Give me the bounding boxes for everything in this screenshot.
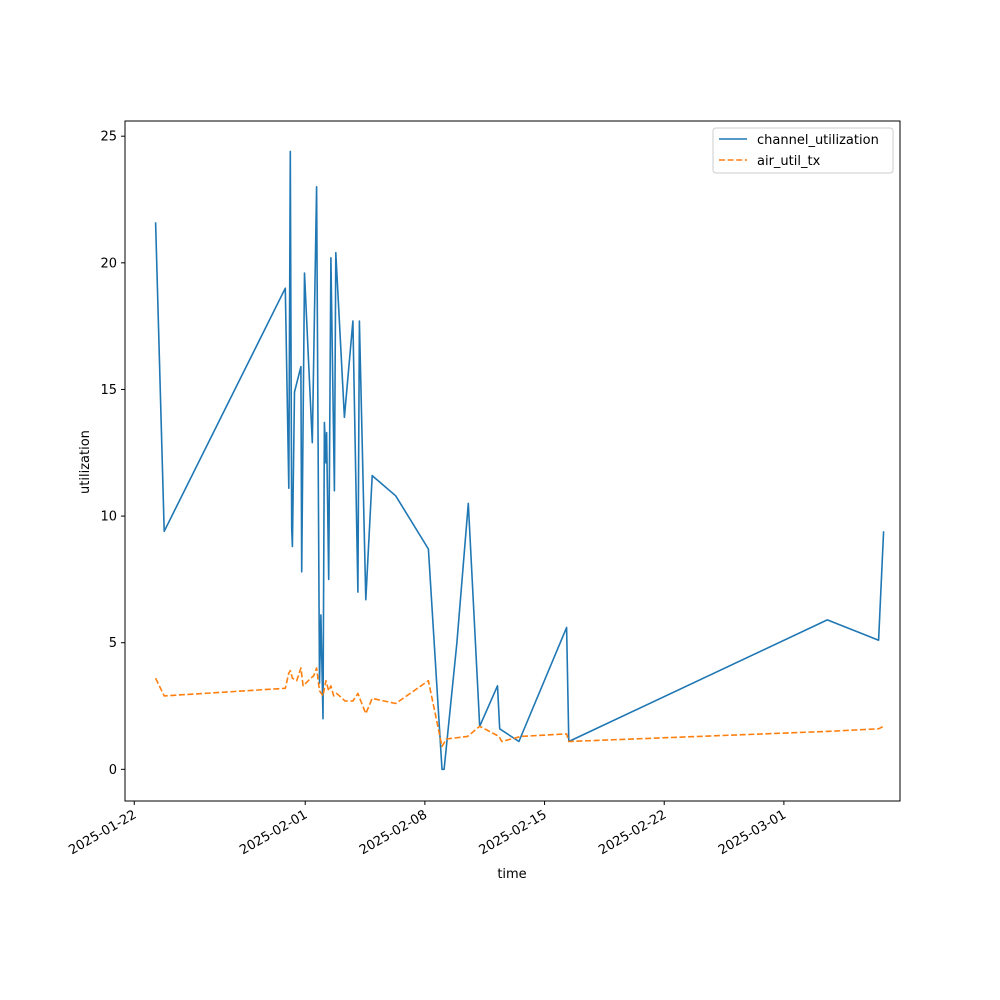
y-tick-label: 25 (100, 130, 117, 145)
y-tick-label: 10 (100, 510, 117, 525)
series-line-air-util-tx (154, 667, 884, 748)
y-tick-label: 5 (109, 636, 117, 651)
x-axis-label: time (497, 867, 526, 882)
legend-label-air-util-tx: air_util_tx (757, 154, 821, 169)
y-axis-ticks: 0 5 10 15 20 25 (100, 130, 125, 778)
plot-area (154, 150, 885, 771)
y-tick-label: 20 (100, 256, 117, 271)
y-tick-label: 0 (109, 763, 117, 778)
y-tick-label: 15 (100, 383, 117, 398)
y-axis-label: utilization (78, 430, 93, 494)
legend-box (712, 127, 894, 174)
legend-label-channel-utilization: channel_utilization (757, 133, 879, 148)
legend: channel_utilization air_util_tx (712, 127, 894, 174)
axes-border (124, 120, 901, 802)
axes-frame (124, 120, 901, 802)
series-line-channel-utilization (154, 150, 885, 771)
